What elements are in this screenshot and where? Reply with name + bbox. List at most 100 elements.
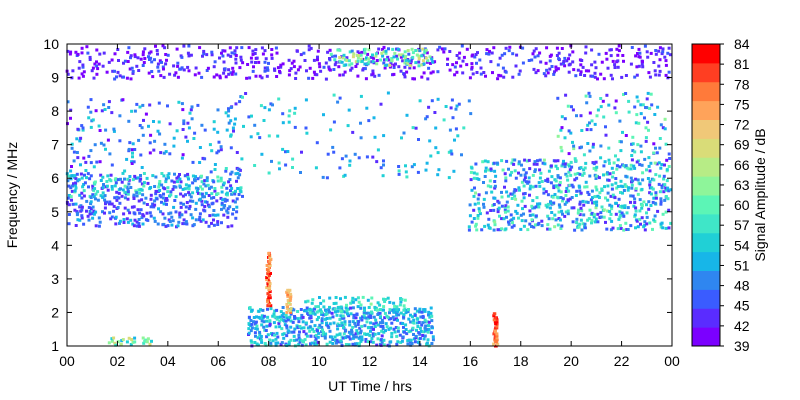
signal-point	[91, 205, 95, 209]
x-axis-label: UT Time / hrs	[328, 378, 412, 394]
signal-point	[212, 75, 216, 79]
signal-point	[538, 176, 542, 180]
signal-point	[252, 65, 255, 69]
signal-point	[308, 66, 312, 70]
signal-point	[76, 52, 80, 56]
signal-point	[541, 161, 545, 165]
signal-point	[204, 184, 208, 188]
signal-point	[342, 316, 346, 320]
signal-point	[281, 62, 285, 66]
signal-point	[166, 224, 170, 228]
signal-point	[282, 319, 286, 322]
signal-point	[404, 328, 408, 331]
signal-point	[133, 336, 137, 340]
signal-point	[108, 211, 112, 215]
signal-point	[517, 171, 520, 175]
signal-point	[548, 59, 552, 63]
signal-point	[571, 108, 575, 112]
signal-point	[563, 136, 567, 140]
signal-point	[610, 204, 614, 208]
signal-point	[316, 335, 320, 339]
signal-point	[167, 172, 171, 176]
signal-point	[92, 76, 96, 80]
signal-point	[483, 159, 487, 163]
signal-point	[362, 310, 366, 314]
signal-point	[260, 152, 264, 156]
signal-point	[363, 306, 366, 310]
signal-point	[247, 327, 251, 331]
signal-point	[542, 187, 546, 191]
colorbar-segment	[692, 213, 720, 234]
signal-point	[654, 196, 658, 200]
signal-point	[473, 202, 477, 206]
signal-point	[479, 66, 483, 70]
signal-point	[92, 209, 96, 213]
x-tick-label: 00	[664, 353, 680, 369]
signal-point	[266, 304, 270, 308]
signal-point	[346, 124, 350, 128]
signal-point	[174, 185, 178, 189]
signal-point	[270, 53, 274, 57]
signal-point	[392, 301, 396, 305]
x-tick-label: 20	[563, 353, 579, 369]
signal-point	[286, 292, 290, 296]
signal-point	[339, 309, 343, 313]
signal-point	[198, 161, 202, 164]
signal-point	[125, 76, 129, 80]
signal-point	[624, 134, 628, 137]
signal-point	[163, 46, 167, 50]
signal-point	[332, 68, 336, 71]
signal-point	[167, 212, 171, 216]
signal-point	[392, 66, 396, 69]
signal-point	[336, 309, 340, 313]
signal-point	[379, 102, 383, 106]
signal-point	[133, 55, 137, 59]
signal-point	[506, 194, 510, 198]
signal-point	[407, 317, 411, 321]
signal-point	[154, 189, 158, 193]
signal-point	[220, 185, 224, 189]
signal-point	[309, 314, 313, 318]
signal-point	[484, 191, 488, 195]
signal-point	[472, 208, 476, 212]
signal-point	[298, 325, 302, 328]
signal-point	[220, 51, 223, 55]
signal-point	[128, 211, 132, 215]
signal-point	[71, 202, 75, 206]
signal-point	[602, 77, 606, 81]
signal-point	[162, 174, 166, 178]
signal-point	[130, 109, 134, 113]
signal-point	[492, 342, 496, 346]
signal-point	[571, 50, 575, 54]
signal-point	[591, 145, 595, 149]
signal-point	[399, 341, 403, 344]
signal-point	[141, 103, 145, 107]
signal-point	[666, 186, 670, 190]
signal-point	[493, 186, 497, 190]
signal-point	[108, 178, 112, 182]
signal-point	[328, 322, 332, 326]
signal-point	[118, 221, 121, 225]
signal-point	[216, 130, 220, 134]
signal-point	[504, 179, 508, 183]
signal-point	[188, 111, 192, 115]
signal-point	[348, 50, 352, 54]
signal-point	[224, 75, 228, 79]
signal-point	[169, 190, 173, 194]
signal-point	[402, 73, 406, 77]
signal-point	[488, 49, 491, 53]
signal-point	[376, 301, 380, 305]
signal-point	[538, 184, 542, 188]
signal-point	[265, 264, 269, 267]
signal-point	[81, 65, 85, 69]
signal-point	[303, 338, 307, 342]
signal-point	[542, 72, 546, 76]
signal-point	[210, 192, 214, 196]
signal-point	[164, 224, 168, 228]
signal-point	[658, 146, 662, 150]
signal-point	[554, 65, 558, 69]
signal-point	[401, 59, 405, 63]
signal-point	[334, 296, 338, 299]
signal-point	[372, 56, 376, 60]
signal-point	[153, 58, 156, 62]
